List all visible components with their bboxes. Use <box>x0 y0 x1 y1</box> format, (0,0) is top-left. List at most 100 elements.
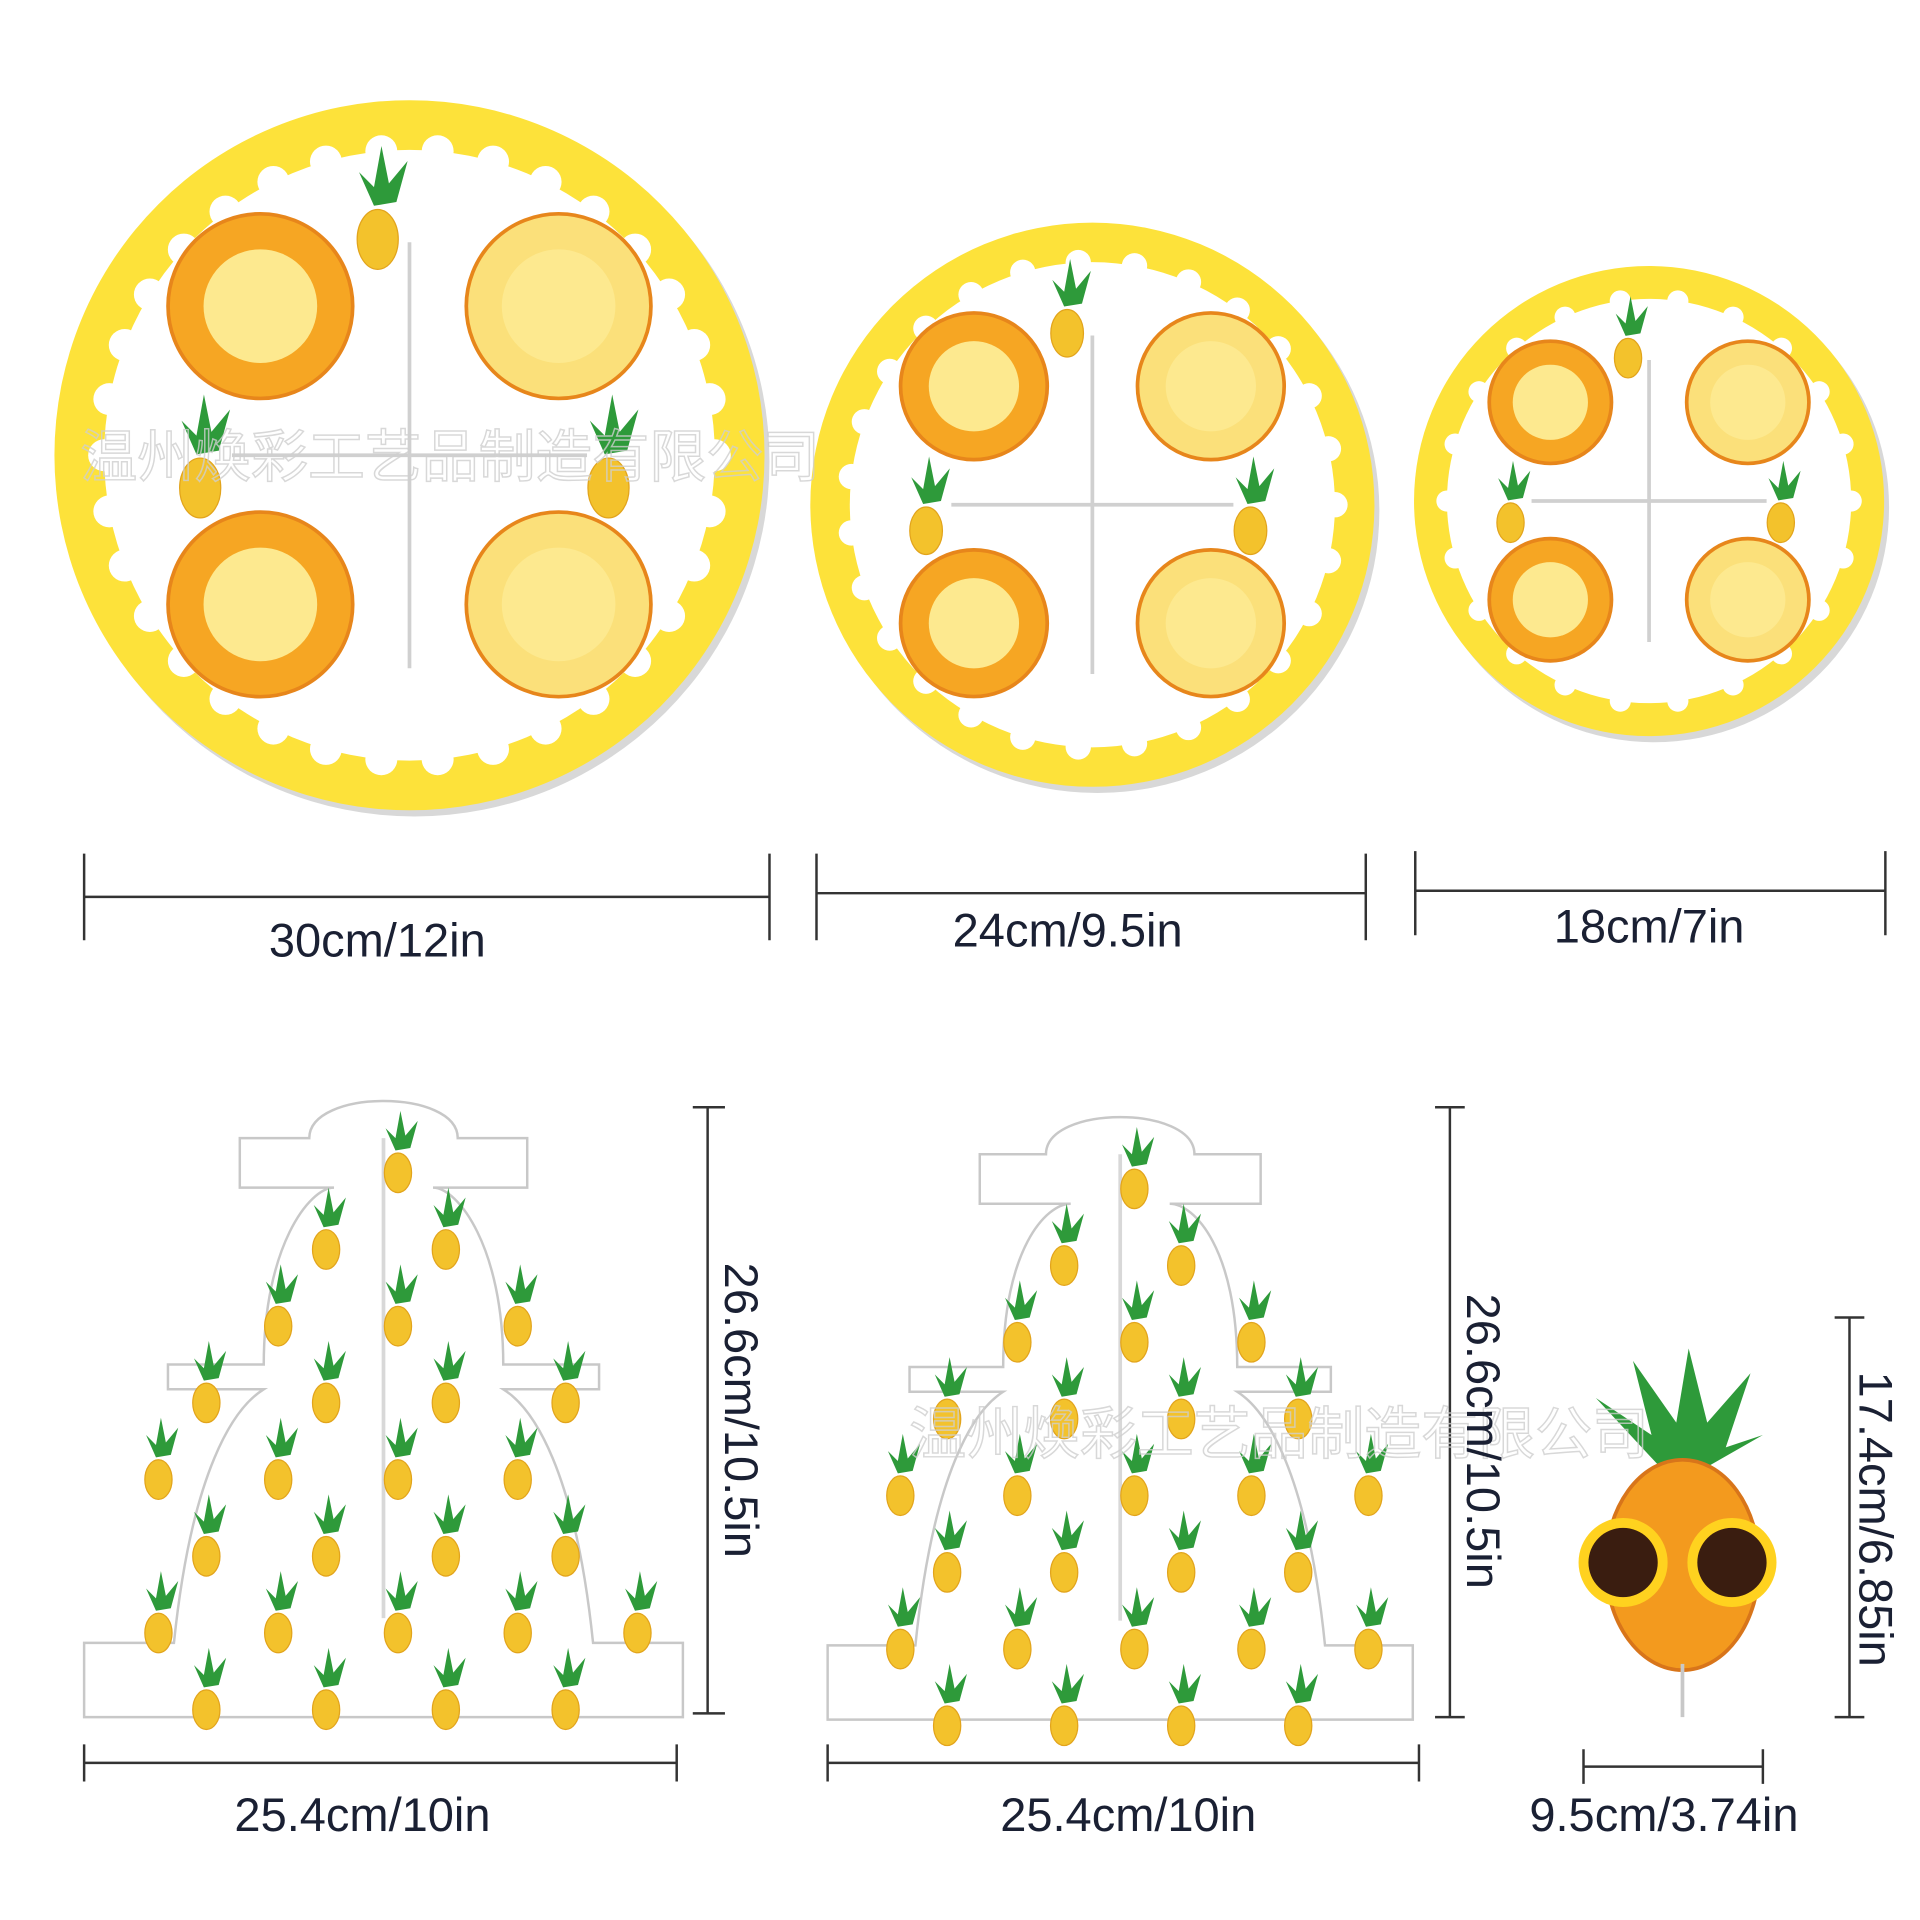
pineapple-body <box>1354 1475 1383 1517</box>
pineapple-leaves <box>1051 1203 1084 1244</box>
pineapple-slice-core <box>928 341 1020 432</box>
plate-scallop <box>851 575 878 601</box>
pineapple-leaves <box>553 1341 586 1381</box>
plate-scallop <box>698 439 731 472</box>
pineapple-slice-core <box>1512 562 1588 638</box>
plate-scallop <box>1554 674 1576 696</box>
plate-scallop <box>1832 433 1854 455</box>
pineapple-body <box>909 506 944 556</box>
plate-scallop <box>1315 436 1342 462</box>
pineapple-leaves <box>1615 296 1648 336</box>
pineapple-leaves <box>1004 1280 1038 1320</box>
pineapple-body <box>263 1305 293 1347</box>
pineapple-slice-core <box>203 249 318 363</box>
plate-scallop <box>678 328 711 361</box>
pineapple-body <box>1166 1705 1196 1747</box>
pineapple-leaves <box>589 394 639 455</box>
pineapple-body <box>431 1382 461 1424</box>
pineapple-body <box>1354 1628 1383 1670</box>
plate-scallop <box>365 743 398 776</box>
pineapple-leaves <box>1235 456 1275 504</box>
pineapple-body <box>383 1152 413 1194</box>
pineapple-body <box>1237 1628 1266 1670</box>
plate-scallop <box>1322 492 1348 518</box>
plate-scallop <box>309 145 342 178</box>
plate-scallop <box>309 732 342 765</box>
pineapple-leaves <box>1356 1433 1389 1474</box>
plate-scallop <box>421 135 454 168</box>
plate-1-dim-line <box>82 853 771 941</box>
pineapple-body <box>311 1229 341 1270</box>
pineapple-leaves <box>1122 1280 1155 1320</box>
pineapple-body <box>263 1459 293 1500</box>
plate-scallop <box>1315 547 1342 574</box>
plate-scallop <box>1296 600 1322 627</box>
plate-scallop <box>678 549 711 582</box>
pineapple-leaves <box>1285 1357 1319 1397</box>
plate-scallop <box>1609 290 1631 312</box>
pineapple-leaves <box>433 1647 466 1688</box>
pineapple-leaves <box>1004 1587 1038 1627</box>
pineapple-leaves <box>505 1571 538 1611</box>
pineapple-body <box>383 1612 413 1654</box>
pineapple-slice-core <box>928 578 1020 669</box>
sunglass-lens <box>1697 1527 1767 1598</box>
pineapple-body <box>886 1475 915 1517</box>
stand-width-label: 9.5cm/3.74in <box>1529 1788 1798 1841</box>
plate-scallop <box>1175 714 1202 741</box>
pineapple-leaves <box>1122 1587 1155 1627</box>
plate-scallop <box>1436 490 1458 512</box>
plate-slot <box>1531 360 1767 643</box>
pineapple-leaves <box>553 1647 586 1688</box>
pineapple-leaves <box>911 456 950 504</box>
pineapple-body <box>503 1305 532 1347</box>
stand-width-label: 25.4cm/10in <box>1000 1788 1256 1841</box>
pineapple-body <box>1237 1475 1266 1517</box>
plate-scallop <box>529 712 562 745</box>
pineapple-leaves <box>505 1417 538 1458</box>
pineapple-leaves <box>193 1647 227 1688</box>
pineapple-body <box>1049 1551 1079 1593</box>
pineapple-leaves <box>433 1341 466 1381</box>
pineapple-leaves <box>1356 1587 1389 1627</box>
pineapple-body <box>932 1705 962 1747</box>
pineapple-body <box>356 208 399 270</box>
pineapple-body <box>587 457 630 519</box>
pineapple-leaves <box>181 394 231 455</box>
pineapple-leaves <box>1168 1203 1201 1244</box>
pineapple-body <box>551 1689 580 1731</box>
plate-scallop <box>477 145 510 178</box>
pineapple-leaves <box>265 1264 298 1304</box>
watermark: 温州焕彩工艺品制造有限公司 <box>909 1402 1649 1468</box>
pineapple-body <box>192 1382 221 1424</box>
plate-size-label: 24cm/9.5in <box>953 903 1183 956</box>
pineapple-leaves <box>1051 1357 1084 1397</box>
pineapple-body <box>1284 1705 1313 1747</box>
plate-scallop <box>877 358 903 385</box>
pineapple-body <box>1166 1245 1196 1286</box>
plate-scallop <box>1121 730 1148 757</box>
plate-scallop <box>877 625 903 651</box>
stand-2-width-line <box>826 1744 1421 1782</box>
plate-scallop <box>653 278 686 311</box>
pineapple-leaves <box>934 1357 967 1397</box>
pineapple-body <box>1233 506 1268 556</box>
plate-scallop <box>838 520 865 546</box>
pineapple-leaves <box>1122 1433 1155 1474</box>
pineapple-leaves <box>313 1647 346 1688</box>
pineapple-slice-core <box>501 249 616 363</box>
plate-scallop <box>1808 381 1830 403</box>
plate-scallop <box>529 165 562 198</box>
plate-3-dim-line <box>1414 851 1887 936</box>
pineapple-body <box>1003 1321 1032 1363</box>
pineapple-leaves <box>313 1494 346 1535</box>
pineapple-body <box>932 1551 962 1593</box>
plate-scallop <box>958 702 984 728</box>
plate-scallop <box>1296 383 1322 409</box>
pineapple-body <box>192 1535 221 1577</box>
pineapple-body <box>1003 1475 1032 1517</box>
pineapple-body <box>503 1612 532 1654</box>
pineapple-leaves <box>385 1110 418 1151</box>
plate-scallop <box>1722 674 1744 696</box>
pineapple-body <box>1496 502 1525 544</box>
